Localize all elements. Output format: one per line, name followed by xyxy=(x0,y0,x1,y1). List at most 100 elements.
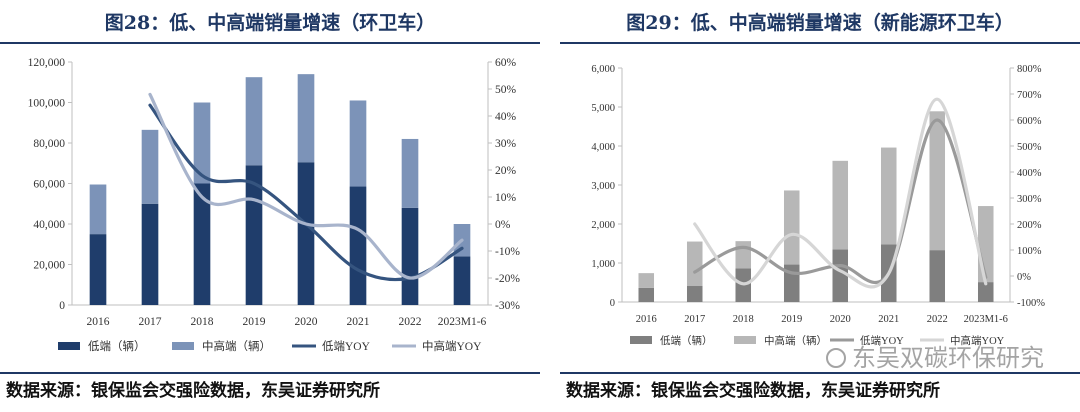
y2-tick-label: 30% xyxy=(495,138,517,150)
bar-low-end xyxy=(686,286,703,302)
x-tick-label: 2018 xyxy=(191,316,214,328)
legend-swatch xyxy=(734,336,756,344)
watermark-text: 东吴双碳环保研究 xyxy=(852,344,1044,372)
x-tick-label: 2019 xyxy=(243,316,266,328)
y2-tick-label: 500% xyxy=(1017,142,1042,153)
bar-mid-high-end xyxy=(349,100,367,187)
bar-mid-high-end xyxy=(401,138,419,208)
legend: 低端（辆） 中高端（辆） 低端YOY 中高端YOY xyxy=(58,339,482,353)
bar-low-end xyxy=(349,186,367,305)
bar-mid-high-end xyxy=(297,74,315,163)
y-tick-label: 3,000 xyxy=(591,181,615,192)
x-tick-label: 2023M1-6 xyxy=(438,316,487,328)
y-tick-label: 4,000 xyxy=(591,142,615,153)
x-tick-label: 2017 xyxy=(684,314,705,325)
y2-tick-label: -20% xyxy=(495,273,520,285)
chart-left: 0 20,000 40,000 60,000 80,000 100,000 120,000 -… xyxy=(28,57,521,353)
y2-tick-label: 20% xyxy=(495,165,517,177)
y2-tick-label: -100% xyxy=(1017,298,1045,309)
bar-mid-high-end xyxy=(832,160,849,250)
bar-low-end xyxy=(401,207,419,305)
legend-label: 中高端（辆） xyxy=(202,339,271,353)
y2-tick-label: 400% xyxy=(1017,168,1042,179)
bar-mid-high-end xyxy=(638,273,655,288)
legend-swatch xyxy=(172,342,194,350)
y-tick-label: 40,000 xyxy=(33,219,65,231)
title-rule-right xyxy=(560,42,1080,44)
source-note-right: 数据来源：银保监会交强险数据，东吴证券研究所 xyxy=(566,381,940,401)
x-tick-label: 2016 xyxy=(87,316,110,328)
chart-title-left: 图28：低、中高端销量增速（环卫车） xyxy=(104,12,436,34)
line-mid-high-end-yoy xyxy=(693,97,988,289)
bar-low-end xyxy=(141,203,159,305)
legend-label: 中高端YOY xyxy=(950,334,1005,347)
legend-label: 低端（辆） xyxy=(660,334,713,347)
y-tick-label: 6,000 xyxy=(591,64,615,75)
y2-tick-label: -10% xyxy=(495,246,520,258)
y-tick-label: 80,000 xyxy=(33,138,65,150)
bar-mid-high-end xyxy=(880,147,897,245)
y-tick-label: 0 xyxy=(59,300,65,312)
chart-title-right: 图29：低、中高端销量增速（新能源环卫车） xyxy=(626,12,1014,34)
legend-label: 中高端（辆） xyxy=(764,334,827,347)
bar-mid-high-end xyxy=(89,184,107,235)
bar-low-end xyxy=(89,234,107,305)
x-tick-label: 2020 xyxy=(295,316,318,328)
bar-low-end xyxy=(297,162,315,305)
x-tick-label: 2019 xyxy=(781,314,802,325)
y-tick-label: 60,000 xyxy=(33,179,65,191)
y2-tick-label: 300% xyxy=(1017,194,1042,205)
line-low-end-yoy xyxy=(693,118,988,285)
bar-mid-high-end xyxy=(686,241,703,287)
bar-low-end xyxy=(977,282,994,302)
bar-low-end xyxy=(193,183,211,305)
legend-label: 低端YOY xyxy=(860,334,904,347)
y-tick-label: 0 xyxy=(610,298,615,309)
y2-tick-label: 700% xyxy=(1017,90,1042,101)
bar-mid-high-end xyxy=(735,241,752,269)
chart-panel-left: 图28：低、中高端销量增速（环卫车） 0 20,000 40,000 60,000 80… xyxy=(0,12,540,401)
line-mid-high-end-yoy xyxy=(148,92,464,280)
title-rule-left xyxy=(0,42,540,44)
source-rule-right xyxy=(560,372,1080,374)
y-tick-label: 20,000 xyxy=(33,260,65,272)
bar-low-end xyxy=(832,249,849,302)
x-tick-label: 2022 xyxy=(927,314,948,325)
y2-tick-label: 600% xyxy=(1017,116,1042,127)
legend-swatch xyxy=(630,336,652,344)
wechat-icon xyxy=(826,348,846,368)
y-tick-label: 1,000 xyxy=(591,259,615,270)
source-note-left: 数据来源：银保监会交强险数据，东吴证券研究所 xyxy=(6,381,380,401)
y2-tick-label: 100% xyxy=(1017,246,1042,257)
bar-mid-high-end xyxy=(977,206,994,283)
x-tick-label: 2023M1-6 xyxy=(964,314,1008,325)
bar-mid-high-end xyxy=(783,190,800,265)
y2-tick-label: 50% xyxy=(495,84,517,96)
legend: 低端（辆） 中高端（辆） 低端YOY 中高端YOY xyxy=(630,334,1005,347)
legend-label: 中高端YOY xyxy=(422,339,482,353)
bar-low-end xyxy=(453,256,471,305)
bar-mid-high-end xyxy=(141,129,159,204)
legend-label: 低端YOY xyxy=(322,340,371,353)
bar-mid-high-end xyxy=(929,111,946,251)
x-tick-label: 2022 xyxy=(399,316,422,328)
x-tick-label: 2020 xyxy=(830,314,851,325)
x-tick-label: 2021 xyxy=(878,314,899,325)
y2-tick-label: 0% xyxy=(495,219,511,231)
bar-low-end xyxy=(929,250,946,302)
chart-right: 0 1,000 2,000 3,000 4,000 5,000 6,000 -100% 0% 10… xyxy=(591,64,1045,347)
y2-tick-label: 800% xyxy=(1017,64,1042,75)
bar-low-end xyxy=(638,287,655,302)
legend-swatch xyxy=(58,342,80,350)
y2-tick-label: 0% xyxy=(1017,272,1031,283)
y-tick-label: 5,000 xyxy=(591,103,615,114)
y2-tick-label: -30% xyxy=(495,300,520,312)
y2-tick-label: 40% xyxy=(495,111,517,123)
watermark: 东吴双碳环保研究 xyxy=(826,338,1044,373)
bar-mid-high-end xyxy=(245,77,263,166)
x-tick-label: 2018 xyxy=(733,314,754,325)
source-rule-left xyxy=(0,372,540,374)
y-tick-label: 2,000 xyxy=(591,220,615,231)
y-tick-label: 120,000 xyxy=(28,57,66,69)
y2-tick-label: 10% xyxy=(495,192,517,204)
